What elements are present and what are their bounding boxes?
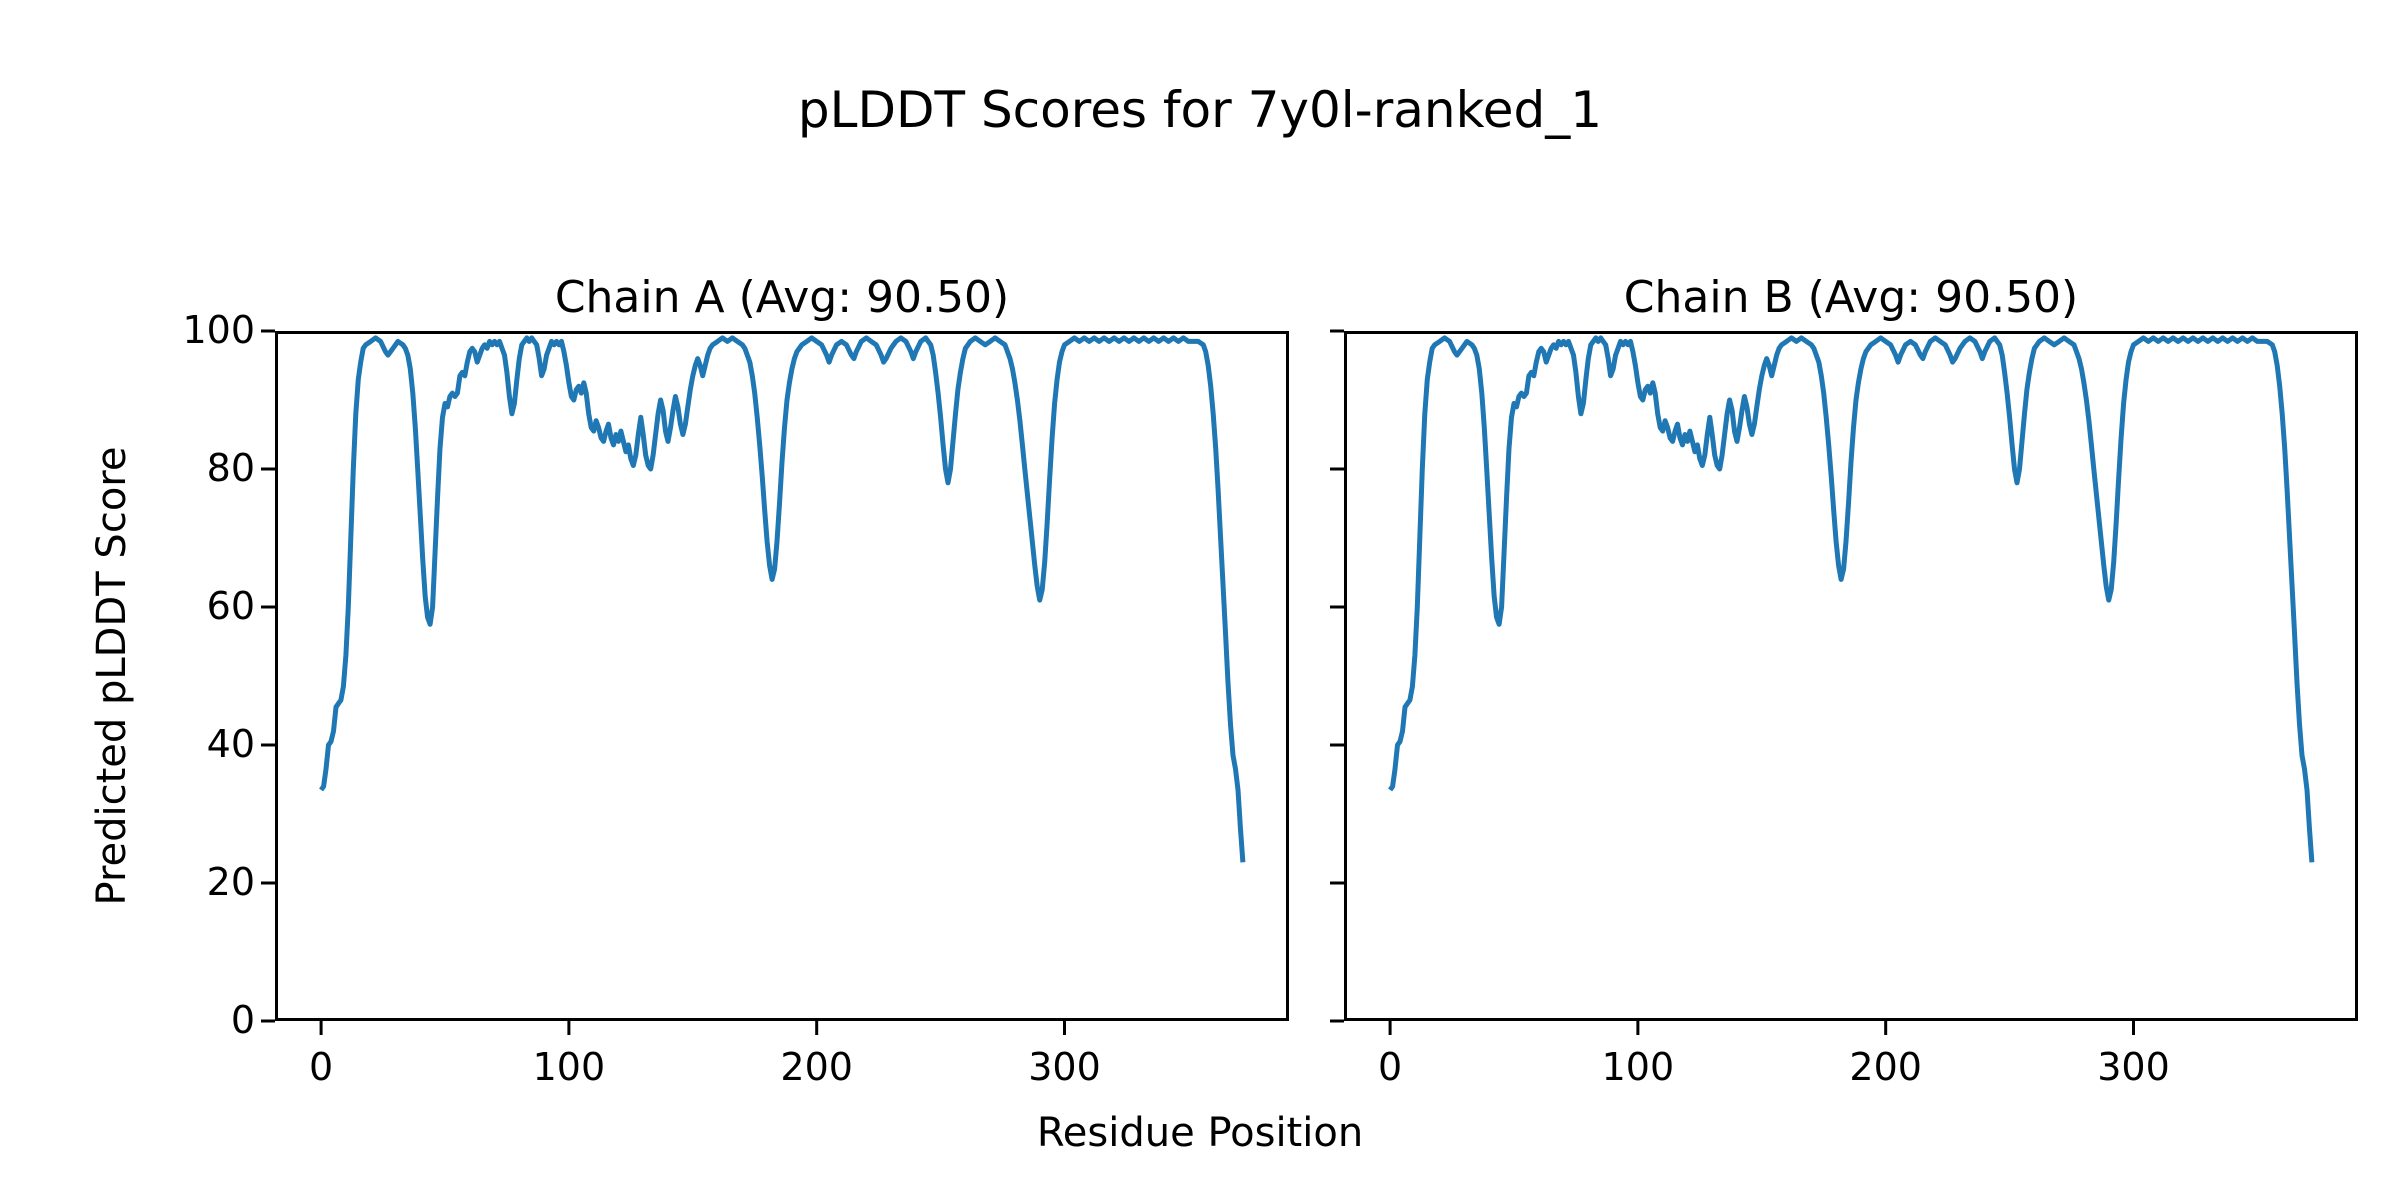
x-tick-label: 0 xyxy=(1377,1045,1403,1089)
y-tick-label: 40 xyxy=(206,722,255,766)
axes-spines xyxy=(1344,331,2358,1021)
y-tick-label: 0 xyxy=(230,998,255,1042)
chain-a-axes xyxy=(261,329,1289,1035)
figure-suptitle: pLDDT Scores for 7y0l-ranked_1 xyxy=(797,81,1603,139)
chain-a-title: Chain A (Avg: 90.50) xyxy=(554,272,1010,323)
x-tick-label: 100 xyxy=(1601,1045,1675,1089)
y-tick-label: 20 xyxy=(206,860,255,904)
y-tick-label: 100 xyxy=(182,308,255,352)
y-axis-label: Predicted pLDDT Score xyxy=(89,446,135,906)
x-tick-label: 100 xyxy=(532,1045,606,1089)
chain-a-plot: 0 100 200 300 0 20 40 60 80 100 xyxy=(182,308,1289,1089)
x-tick-label: 0 xyxy=(308,1045,334,1089)
x-tick-label: 200 xyxy=(1849,1045,1922,1089)
axes-spines xyxy=(275,331,1289,1021)
chain-b-plot: 0 100 200 300 xyxy=(1330,329,2358,1089)
y-tick-label: 60 xyxy=(206,584,255,628)
y-tick-label: 80 xyxy=(206,446,255,490)
x-tick-label: 300 xyxy=(2097,1045,2170,1089)
x-axis-label: Residue Position xyxy=(1036,1110,1364,1156)
chain-b-axes xyxy=(1330,329,2358,1035)
x-tick-label: 200 xyxy=(780,1045,853,1089)
x-tick-label: 300 xyxy=(1028,1045,1101,1089)
plddt-line-chain-a xyxy=(319,335,1246,863)
chain-b-title: Chain B (Avg: 90.50) xyxy=(1623,272,2079,323)
plddt-line-chain-b xyxy=(1388,335,2315,863)
